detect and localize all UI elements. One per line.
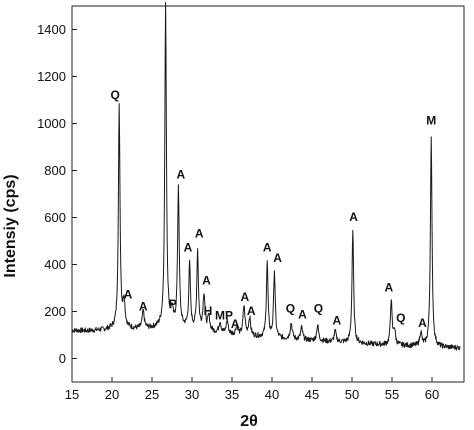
- y-tick-label: 1200: [37, 69, 66, 84]
- peak-label: A: [298, 308, 307, 322]
- y-tick-label: 200: [44, 304, 66, 319]
- y-tick-label: 0: [59, 351, 66, 366]
- peak-labels: QAAAPAAAAHMPAAAAAQAQAAAQAM: [111, 88, 437, 331]
- x-tick-label: 60: [425, 387, 439, 402]
- x-tick-label: 50: [345, 387, 359, 402]
- peak-label: A: [247, 304, 256, 318]
- peak-label: Q: [314, 302, 323, 316]
- diffraction-line: [71, 1, 461, 351]
- y-tick-label: 600: [44, 210, 66, 225]
- peak-label: P: [169, 297, 177, 311]
- peak-label: A: [231, 317, 240, 331]
- peak-label: A: [202, 273, 211, 287]
- peak-label: Q: [396, 311, 405, 325]
- peak-label: H: [204, 304, 213, 318]
- x-tick-label: 20: [105, 387, 119, 402]
- y-axis: 0 200 400 600 800 1000 1200 1400: [37, 22, 77, 366]
- peak-label: A: [418, 316, 427, 330]
- y-tick-label: 800: [44, 163, 66, 178]
- x-tick-label: 45: [305, 387, 319, 402]
- y-tick-label: 1400: [37, 22, 66, 37]
- peak-label: A: [176, 168, 185, 182]
- y-tick-label: 400: [44, 257, 66, 272]
- x-tick-label: 40: [265, 387, 279, 402]
- peak-label: A: [384, 281, 393, 295]
- peak-label: MP: [215, 309, 233, 323]
- peak-label: A: [263, 241, 272, 255]
- x-axis: 15 20 25 30 35 40 45 50 55 60: [65, 377, 439, 402]
- peak-label: A: [349, 210, 358, 224]
- peak-label: A: [240, 290, 249, 304]
- peak-label: A: [195, 226, 204, 240]
- diffraction-series: [71, 1, 461, 351]
- x-tick-label: 35: [225, 387, 239, 402]
- peak-label: A: [332, 313, 341, 327]
- x-tick-label: 25: [145, 387, 159, 402]
- y-tick-label: 1000: [37, 116, 66, 131]
- y-axis-title: Intensiy (cps): [2, 174, 19, 277]
- peak-label: A: [124, 288, 133, 302]
- peak-label: A: [273, 251, 282, 265]
- peak-label: Q: [111, 88, 120, 102]
- x-axis-title: 2θ: [240, 413, 258, 430]
- x-tick-label: 55: [385, 387, 399, 402]
- peak-label: A: [139, 299, 148, 313]
- x-tick-label: 15: [65, 387, 79, 402]
- x-tick-label: 30: [185, 387, 199, 402]
- peak-label: Q: [286, 302, 295, 316]
- peak-label: A: [184, 241, 193, 255]
- plot-border: [71, 5, 465, 383]
- plot-frame: [71, 5, 465, 383]
- peak-label: M: [426, 114, 436, 128]
